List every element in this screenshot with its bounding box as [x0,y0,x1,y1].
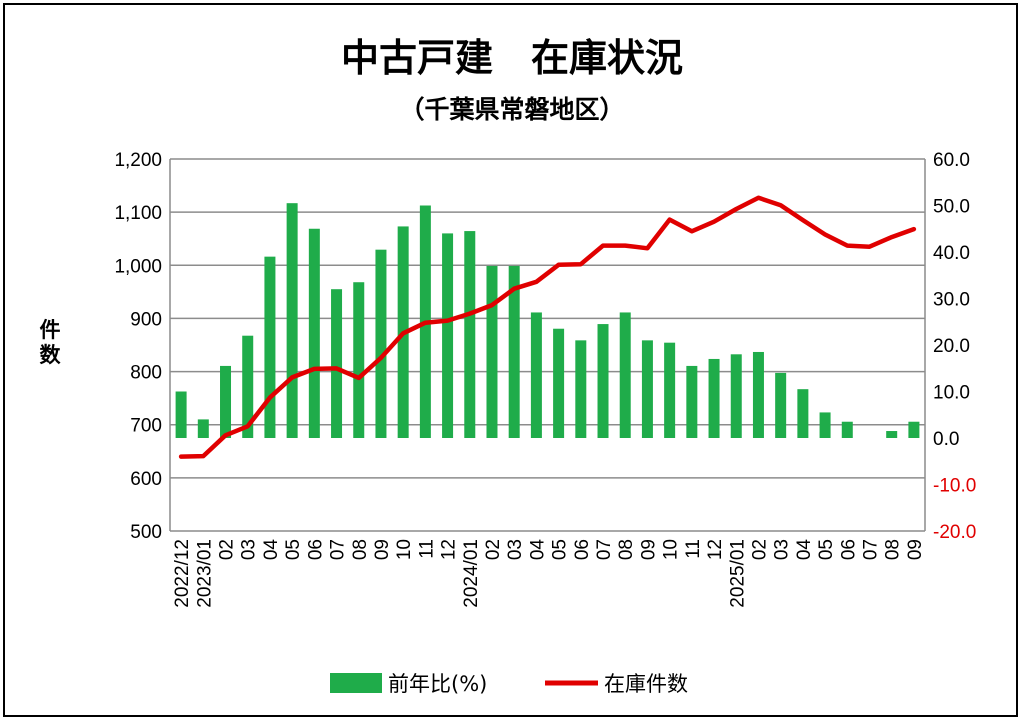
x-axis-ticks: 2022/12 2023/01 02 03 04 05 06 07 08 09 10 11 12 2024… [172,539,926,608]
x-tick-label: 05 [283,539,304,560]
legend-bar-label: 前年比(%) [388,672,487,696]
x-tick-label: 07 [328,539,349,560]
legend-bar-swatch [330,673,382,693]
legend: 前年比(%) 在庫件数 [330,672,688,696]
x-tick-label: 11 [683,539,704,559]
bar [242,335,254,438]
x-tick-label: 06 [305,539,326,560]
x-tick-label: 2023/01 [194,539,215,608]
bar [508,265,520,438]
x-tick-label: 12 [705,539,726,560]
left-tick-label: 500 [130,522,162,543]
right-tick-label: 60.0 [933,150,970,171]
x-tick-label: 2022/12 [172,539,193,608]
x-tick-label: 02 [483,539,504,560]
bar [886,431,898,438]
bar [752,351,764,438]
bar [442,233,454,438]
x-tick-label: 07 [860,539,881,560]
x-tick-label: 03 [239,539,260,560]
right-tick-label: 40.0 [933,243,970,264]
bar [530,312,542,438]
x-tick-label: 03 [772,539,793,560]
x-tick-label: 10 [661,539,682,560]
bar [597,324,609,438]
left-tick-label: 700 [130,416,162,437]
left-tick-label: 800 [130,363,162,384]
bar [375,249,387,438]
inventory-line [178,195,917,459]
x-tick-label: 05 [816,539,837,560]
x-tick-label: 2025/01 [727,539,748,608]
x-tick-label: 02 [217,539,238,560]
bar [486,265,498,438]
bar [264,256,276,438]
bar [708,358,720,438]
bar [819,412,831,438]
bar [353,282,365,438]
right-tick-label: 30.0 [933,290,970,311]
left-tick-label: 600 [130,469,162,490]
bar [220,365,232,438]
axes [169,159,926,531]
x-tick-label: 08 [616,539,637,560]
x-tick-label: 12 [439,539,460,560]
right-axis-ticks: 60.0 50.0 40.0 30.0 20.0 10.0 0.0 -10.0 -20.0 [933,150,976,543]
bar [308,228,320,438]
chart-title: 中古戸建 在庫状況 [341,36,683,80]
x-tick-label: 06 [838,539,859,560]
x-tick-label: 09 [638,539,659,560]
x-tick-label: 07 [594,539,615,560]
right-tick-label: 50.0 [933,197,970,218]
line-series [178,195,917,459]
x-tick-label: 09 [905,539,926,560]
chart-subtitle: （千葉県常磐地区） [399,95,624,124]
left-tick-label: 1,000 [114,256,162,277]
bar-series [175,203,920,438]
x-tick-label: 06 [572,539,593,560]
right-tick-label: 10.0 [933,383,970,404]
bar [619,312,631,438]
x-tick-label: 04 [261,539,282,561]
x-tick-label: 10 [394,539,415,560]
bar [841,421,853,438]
left-axis-ticks: 1,200 1,100 1,000 900 800 700 600 500 [114,150,162,543]
bar [641,340,653,438]
bar [464,231,476,438]
left-axis-label: 件数 [40,318,62,367]
x-tick-label: 04 [794,539,815,561]
bar [730,354,742,438]
bar [797,389,809,438]
bar [197,419,209,438]
x-tick-label: 03 [505,539,526,560]
left-tick-label: 1,200 [114,150,162,171]
legend-line-label: 在庫件数 [604,672,688,696]
x-tick-label: 09 [372,539,393,560]
bar [175,391,187,438]
x-tick-label: 2024/01 [461,539,482,608]
right-tick-label: 0.0 [933,429,959,450]
x-tick-label: 04 [527,539,548,561]
x-tick-label: 02 [749,539,770,560]
x-tick-label: 11 [416,539,437,559]
right-tick-label: 20.0 [933,336,970,357]
right-tick-label: -20.0 [933,522,976,543]
right-tick-label: -10.0 [933,476,976,497]
bar [664,342,676,438]
x-tick-label: 08 [350,539,371,560]
bar [775,372,787,438]
bar [553,328,565,438]
bar [908,421,920,438]
x-tick-label: 05 [550,539,571,560]
bar [331,289,343,438]
bar [575,340,587,438]
left-tick-label: 900 [130,309,162,330]
x-tick-label: 08 [883,539,904,560]
left-tick-label: 1,100 [114,203,162,224]
bar [686,365,698,438]
bar [286,203,298,438]
gridlines [170,158,925,532]
